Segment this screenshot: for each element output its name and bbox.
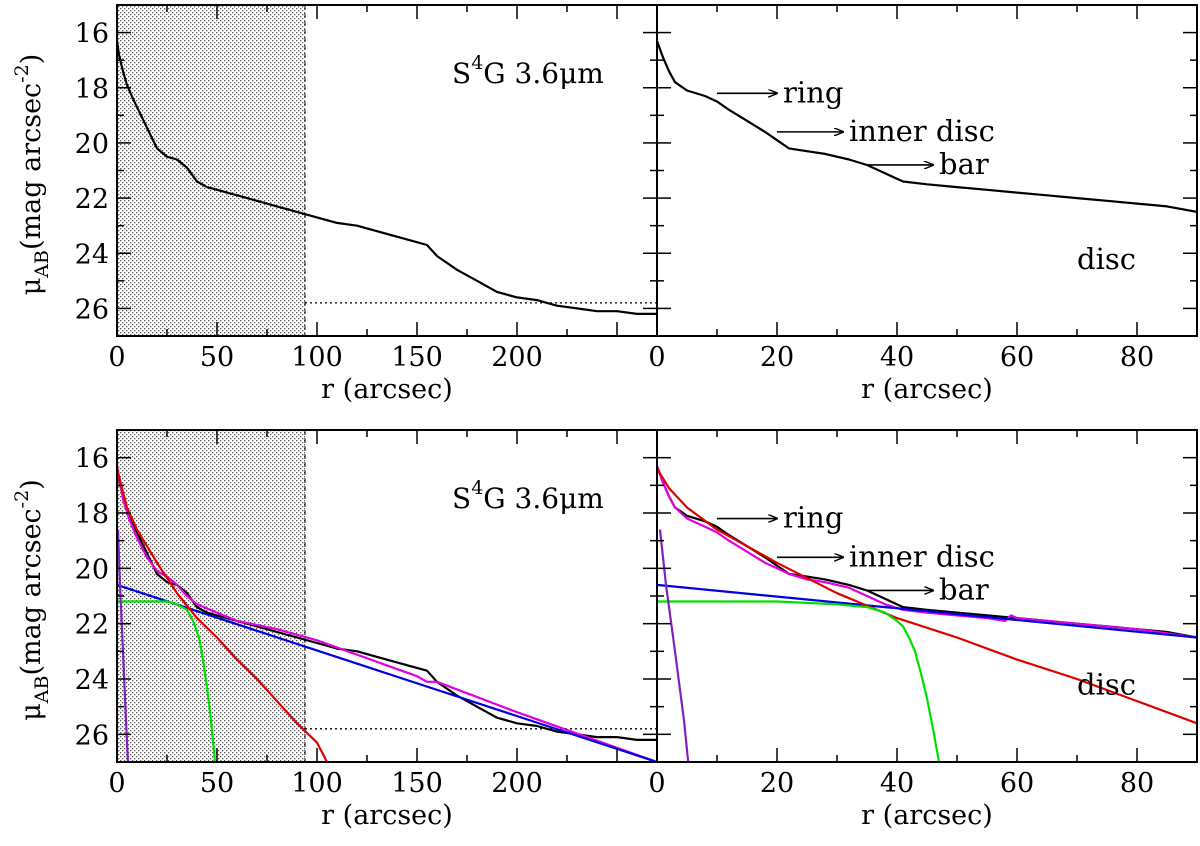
x-tick-label: 0 <box>108 768 125 799</box>
y-tick-label: 24 <box>75 665 109 696</box>
y-tick-label: 16 <box>75 19 109 50</box>
x-axis-label: r (arcsec) <box>861 800 993 831</box>
series-line-2 <box>117 583 657 762</box>
x-tick-label: 20 <box>760 342 794 373</box>
survey-annotation: S4G 3.6μm <box>452 477 604 515</box>
y-tick-label: 18 <box>75 499 109 530</box>
survey-annotation: S4G 3.6μm <box>452 52 604 90</box>
x-tick-label: 80 <box>1120 768 1154 799</box>
x-axis-label: r (arcsec) <box>321 800 453 831</box>
x-axis-label: r (arcsec) <box>861 374 993 405</box>
series-group <box>117 465 657 762</box>
series-line-2 <box>657 583 1197 639</box>
series-line-4 <box>117 600 217 762</box>
plot-frame <box>656 429 1198 763</box>
x-tick-label: 100 <box>291 768 343 799</box>
y-tick-label: 22 <box>75 184 109 215</box>
series-line-3 <box>117 468 328 762</box>
shaded-region <box>117 5 305 336</box>
y-tick-label: 16 <box>75 444 109 475</box>
x-tick-label: 20 <box>760 768 794 799</box>
x-tick-label: 200 <box>491 768 543 799</box>
annotation-label: ring <box>783 501 843 535</box>
annotation-label: bar <box>939 147 989 181</box>
x-tick-label: 60 <box>1000 342 1034 373</box>
x-tick-label: 50 <box>200 342 234 373</box>
annotation-label: disc <box>1077 242 1136 276</box>
x-tick-label: 0 <box>648 768 665 799</box>
series-group <box>117 40 657 315</box>
series-line-3 <box>657 468 1197 725</box>
y-tick-label: 26 <box>75 294 109 325</box>
x-tick-label: 60 <box>1000 768 1034 799</box>
x-tick-label: 0 <box>108 342 125 373</box>
series-group <box>657 465 1197 762</box>
annotation-label: inner disc <box>849 114 995 148</box>
x-axis-label: r (arcsec) <box>321 374 453 405</box>
y-tick-label: 22 <box>75 610 109 641</box>
x-tick-label: 50 <box>200 768 234 799</box>
y-axis-label: μAB(mag arcsec-2) <box>11 54 53 296</box>
y-tick-label: 26 <box>75 720 109 751</box>
y-tick-label: 20 <box>75 554 109 585</box>
annotation-label: ring <box>783 75 843 109</box>
annotation-label: bar <box>939 572 989 606</box>
x-tick-label: 80 <box>1120 342 1154 373</box>
series-line-1 <box>117 465 657 762</box>
panel-top-left: 0 50 100 150 200 r (arcsec) 16 18 20 22 24 26 μAB(ma… <box>11 4 658 405</box>
x-tick-label: 100 <box>291 342 343 373</box>
series-line-1 <box>657 465 1197 639</box>
series-line-5 <box>658 529 690 762</box>
x-tick-label: 150 <box>391 768 443 799</box>
annotation-label: inner disc <box>849 539 995 573</box>
series-line-0 <box>117 40 657 315</box>
x-tick-label: 200 <box>491 342 543 373</box>
y-tick-label: 18 <box>75 74 109 105</box>
plot-frame <box>656 4 1198 337</box>
x-tick-label: 40 <box>880 768 914 799</box>
series-line-0 <box>657 40 1197 213</box>
x-tick-label: 0 <box>648 342 665 373</box>
y-tick-label: 20 <box>75 129 109 160</box>
y-axis-label: μAB(mag arcsec-2) <box>11 479 53 721</box>
series-line-4 <box>657 600 941 762</box>
series-group <box>657 40 1197 213</box>
y-tick-label: 24 <box>75 239 109 270</box>
x-tick-label: 150 <box>391 342 443 373</box>
panel-bottom-left: 0 50 100 150 200 r (arcsec) 16 18 20 22 24 26 μAB(ma… <box>11 429 658 831</box>
annotation-label: disc <box>1077 668 1136 702</box>
x-tick-label: 40 <box>880 342 914 373</box>
